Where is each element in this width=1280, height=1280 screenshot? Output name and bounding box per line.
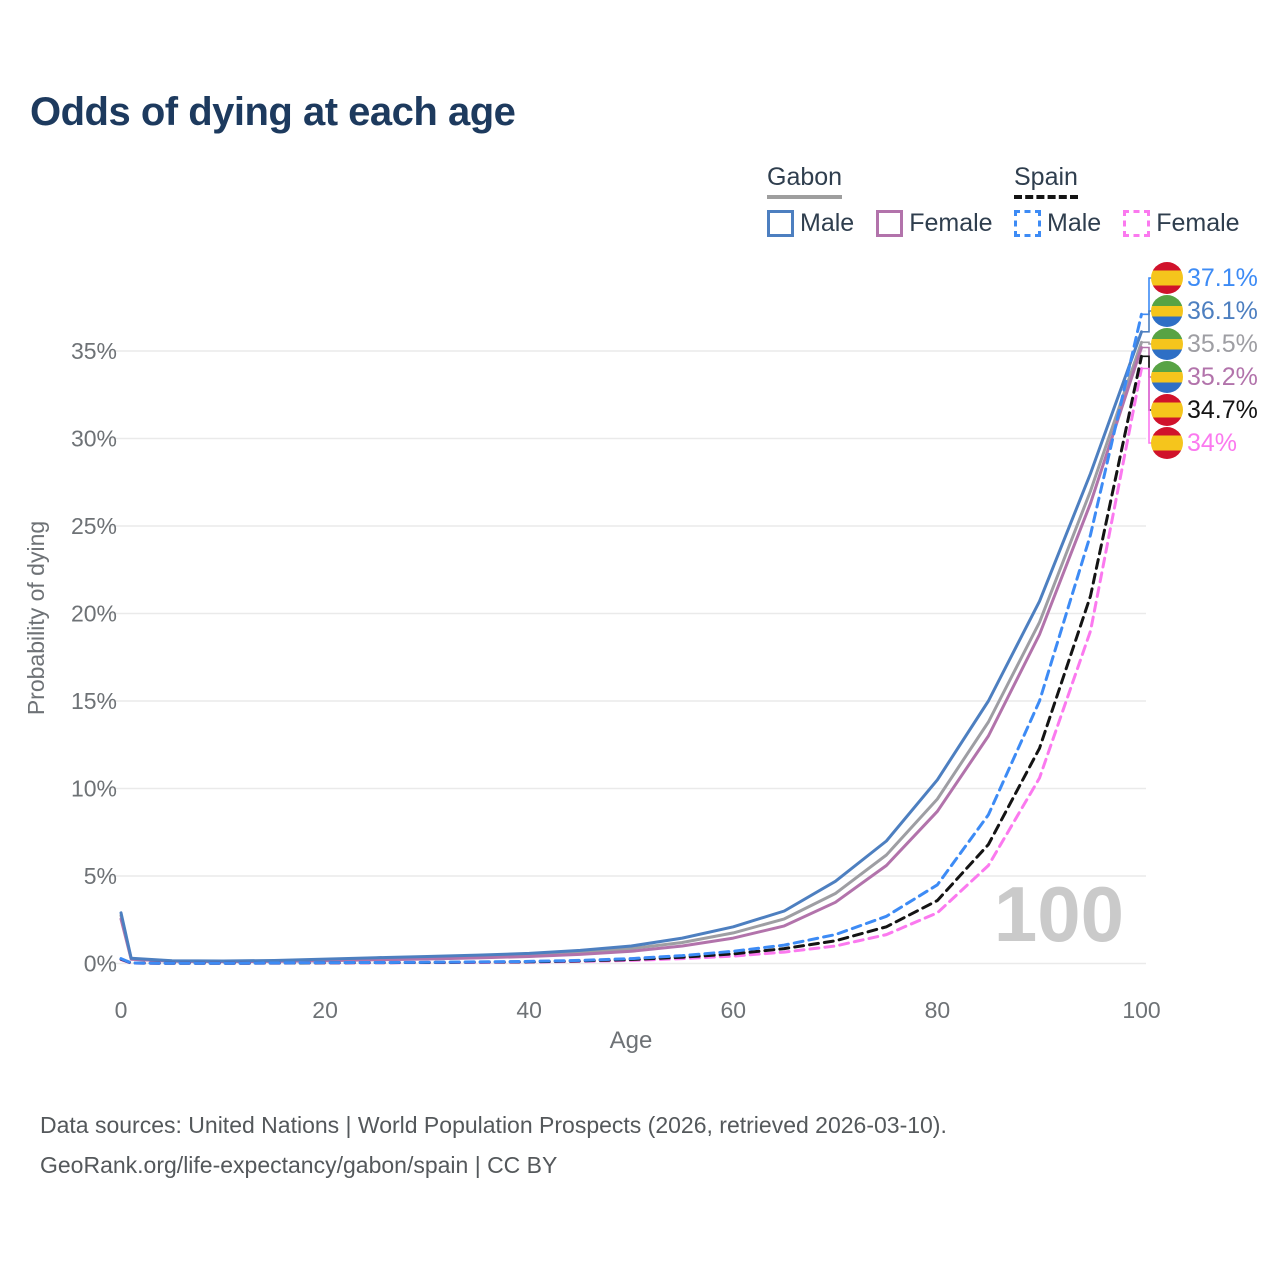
y-axis-title: Probability of dying — [23, 521, 49, 715]
end-label-value: 34% — [1187, 428, 1238, 457]
x-axis-title: Age — [610, 1027, 653, 1054]
end-label-row-gabon-female[interactable]: 35.2% — [1151, 361, 1258, 394]
age-watermark: 100 — [994, 870, 1124, 958]
legend-gabon-header: Gabon — [767, 163, 843, 199]
spain-female-swatch-icon — [1123, 210, 1151, 237]
spain-flag-icon — [1151, 427, 1183, 459]
end-label-row-spain[interactable]: 34.7% — [1151, 394, 1258, 427]
spain-flag-icon — [1151, 262, 1183, 294]
legend-group-spain: Spain Male Female — [1014, 163, 1240, 238]
end-label-value: 35.2% — [1187, 362, 1258, 391]
data-sources: Data sources: United Nations | World Pop… — [40, 1105, 947, 1185]
legend-item-spain-male[interactable]: Male — [1014, 209, 1101, 238]
x-tick-label: 60 — [721, 997, 747, 1023]
end-label-row-spain-female[interactable]: 34% — [1151, 427, 1237, 460]
y-tick-label: 15% — [71, 688, 117, 714]
end-label-row-gabon[interactable]: 35.5% — [1151, 328, 1258, 361]
end-label-row-gabon-male[interactable]: 36.1% — [1151, 295, 1258, 328]
y-tick-label: 30% — [71, 426, 117, 452]
end-label-value: 35.5% — [1187, 329, 1258, 358]
end-label-value: 36.1% — [1187, 296, 1258, 325]
gabon-flag-icon — [1151, 295, 1183, 327]
data-source-line1: Data sources: United Nations | World Pop… — [40, 1112, 947, 1138]
x-tick-label: 20 — [312, 997, 338, 1023]
x-tick-label: 0 — [115, 997, 128, 1023]
end-label-value: 37.1% — [1187, 263, 1258, 292]
series-line-spain-male[interactable] — [119, 312, 1143, 965]
gabon-flag-icon — [1151, 328, 1183, 360]
legend-item-spain-female[interactable]: Female — [1123, 209, 1240, 238]
y-tick-label: 25% — [71, 513, 117, 539]
gabon-male-swatch-icon — [767, 210, 794, 237]
legend-spain-header: Spain — [1014, 163, 1078, 199]
series-line-gabon[interactable] — [119, 340, 1143, 963]
legend-item-gabon-male[interactable]: Male — [767, 209, 854, 238]
x-tick-label: 80 — [925, 997, 951, 1023]
data-source-line2: GeoRank.org/life-expectancy/gabon/spain … — [40, 1152, 558, 1178]
x-tick-label: 40 — [516, 997, 542, 1023]
legend-spain-items: Male Female — [1014, 209, 1240, 238]
x-tick-label: 100 — [1122, 997, 1160, 1023]
series-line-spain[interactable] — [119, 354, 1143, 965]
end-label-value: 34.7% — [1187, 395, 1258, 424]
end-label-row-spain-male[interactable]: 37.1% — [1151, 262, 1258, 295]
spain-male-swatch-icon — [1014, 210, 1041, 237]
legend-group-gabon: Gabon Male Female — [767, 163, 993, 238]
series-line-spain-female[interactable] — [119, 367, 1143, 965]
gridlines — [108, 350, 1146, 965]
legend-label: Male — [1047, 209, 1102, 237]
gabon-flag-icon — [1151, 361, 1183, 393]
series-lines — [119, 312, 1143, 965]
spain-flag-icon — [1151, 394, 1183, 426]
y-tick-label: 0% — [84, 951, 117, 977]
y-tick-label: 10% — [71, 776, 117, 802]
page-title: Odds of dying at each age — [30, 90, 516, 134]
legend-label: Male — [800, 209, 855, 237]
series-line-gabon-male[interactable] — [119, 330, 1143, 963]
series-line-gabon-female[interactable] — [119, 346, 1143, 964]
legend-gabon-items: Male Female — [767, 209, 993, 238]
y-tick-label: 5% — [84, 863, 117, 889]
axis-tick-labels: 0% 5% 10% 15% 20% 25% 30% 35% 0 20 40 60 80 100 — [71, 338, 1161, 1023]
legend-label: Female — [1156, 209, 1240, 237]
y-tick-label: 35% — [71, 338, 117, 364]
gabon-female-swatch-icon — [876, 210, 904, 237]
legend-label: Female — [909, 209, 993, 237]
legend-item-gabon-female[interactable]: Female — [876, 209, 993, 238]
y-tick-label: 20% — [71, 601, 117, 627]
